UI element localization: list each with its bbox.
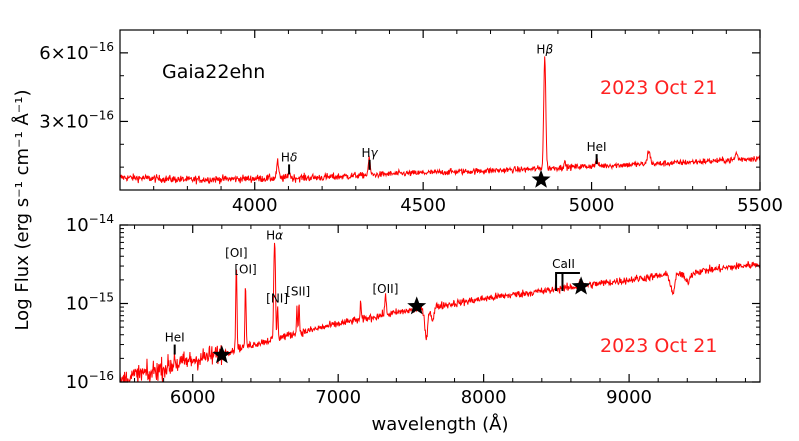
line-label-caii: CaII — [552, 257, 575, 271]
line-label-oi-6363: [OI] — [234, 263, 256, 277]
line-label-oi-6300: [OI] — [225, 246, 247, 260]
top-plot-frame — [119, 29, 761, 191]
bottom-plot-frame — [119, 224, 761, 383]
top-y-tick-label: 3×10−16 — [39, 108, 114, 132]
bottom-y-tick-label: 10−16 — [66, 369, 114, 393]
top-star-marker — [531, 169, 551, 188]
bottom-x-tick-label: 6000 — [170, 387, 216, 408]
bottom-star-marker — [571, 276, 591, 295]
line-label-h: Hδ — [281, 150, 297, 164]
object-title: Gaia22ehn — [162, 61, 265, 83]
bottom-date-label: 2023 Oct 21 — [600, 335, 717, 357]
top-spectrum — [120, 56, 760, 185]
line-label-h: Hα — [266, 228, 283, 242]
line-label-sii: [SII] — [286, 285, 310, 299]
line-label-hei: HeI — [165, 331, 185, 345]
top-panel: 4000 4500 5000 5500 3×10−16 6×10−16 Hδ Hγ Hβ HeI… — [39, 29, 783, 216]
line-label-h: Hγ — [362, 146, 379, 160]
line-label-oii: [OII] — [373, 282, 399, 296]
line-label-hei: HeI — [587, 140, 607, 154]
bottom-y-tick-label: 10−15 — [66, 291, 114, 315]
top-x-tick-label: 4500 — [400, 195, 446, 216]
top-line-labels: Hδ Hγ Hβ HeI — [281, 42, 607, 175]
bottom-x-tick-label: 9000 — [606, 387, 652, 408]
bottom-panel: 6000 7000 8000 9000 10−16 10−15 10−14 HeI [OI] [… — [66, 212, 761, 408]
top-date-label: 2023 Oct 21 — [600, 77, 717, 99]
x-axis-title: wavelength (Å) — [372, 413, 509, 435]
top-x-tick-label: 5500 — [737, 195, 783, 216]
bottom-ticks: 6000 7000 8000 9000 10−16 10−15 10−14 — [66, 212, 760, 408]
top-ticks: 4000 4500 5000 5500 3×10−16 6×10−16 — [39, 30, 783, 216]
top-x-tick-label: 4000 — [232, 195, 278, 216]
bottom-stars — [212, 276, 591, 364]
bottom-spectrum-line — [120, 242, 760, 382]
top-x-tick-label: 5000 — [569, 195, 615, 216]
line-label-h: Hβ — [536, 42, 553, 56]
bottom-x-tick-label: 8000 — [461, 387, 507, 408]
top-spectrum-line — [120, 56, 760, 185]
bottom-spectrum — [120, 242, 760, 382]
caii-bracket-marker — [555, 271, 580, 291]
top-y-tick-label: 6×10−16 — [39, 40, 114, 64]
bottom-line-labels: HeI [OI] [OI] Hα [NI][SII] [OII] CaII — [165, 228, 580, 355]
bottom-x-tick-label: 7000 — [315, 387, 361, 408]
top-stars — [531, 169, 551, 188]
y-axis-title: Log Flux (erg s⁻¹ cm⁻¹ Å⁻¹) — [11, 89, 33, 330]
bottom-y-tick-label: 10−14 — [66, 212, 114, 236]
bottom-star-marker — [407, 296, 427, 315]
bottom-star-marker — [212, 345, 232, 364]
line-label-ni: [NI] — [266, 292, 288, 306]
